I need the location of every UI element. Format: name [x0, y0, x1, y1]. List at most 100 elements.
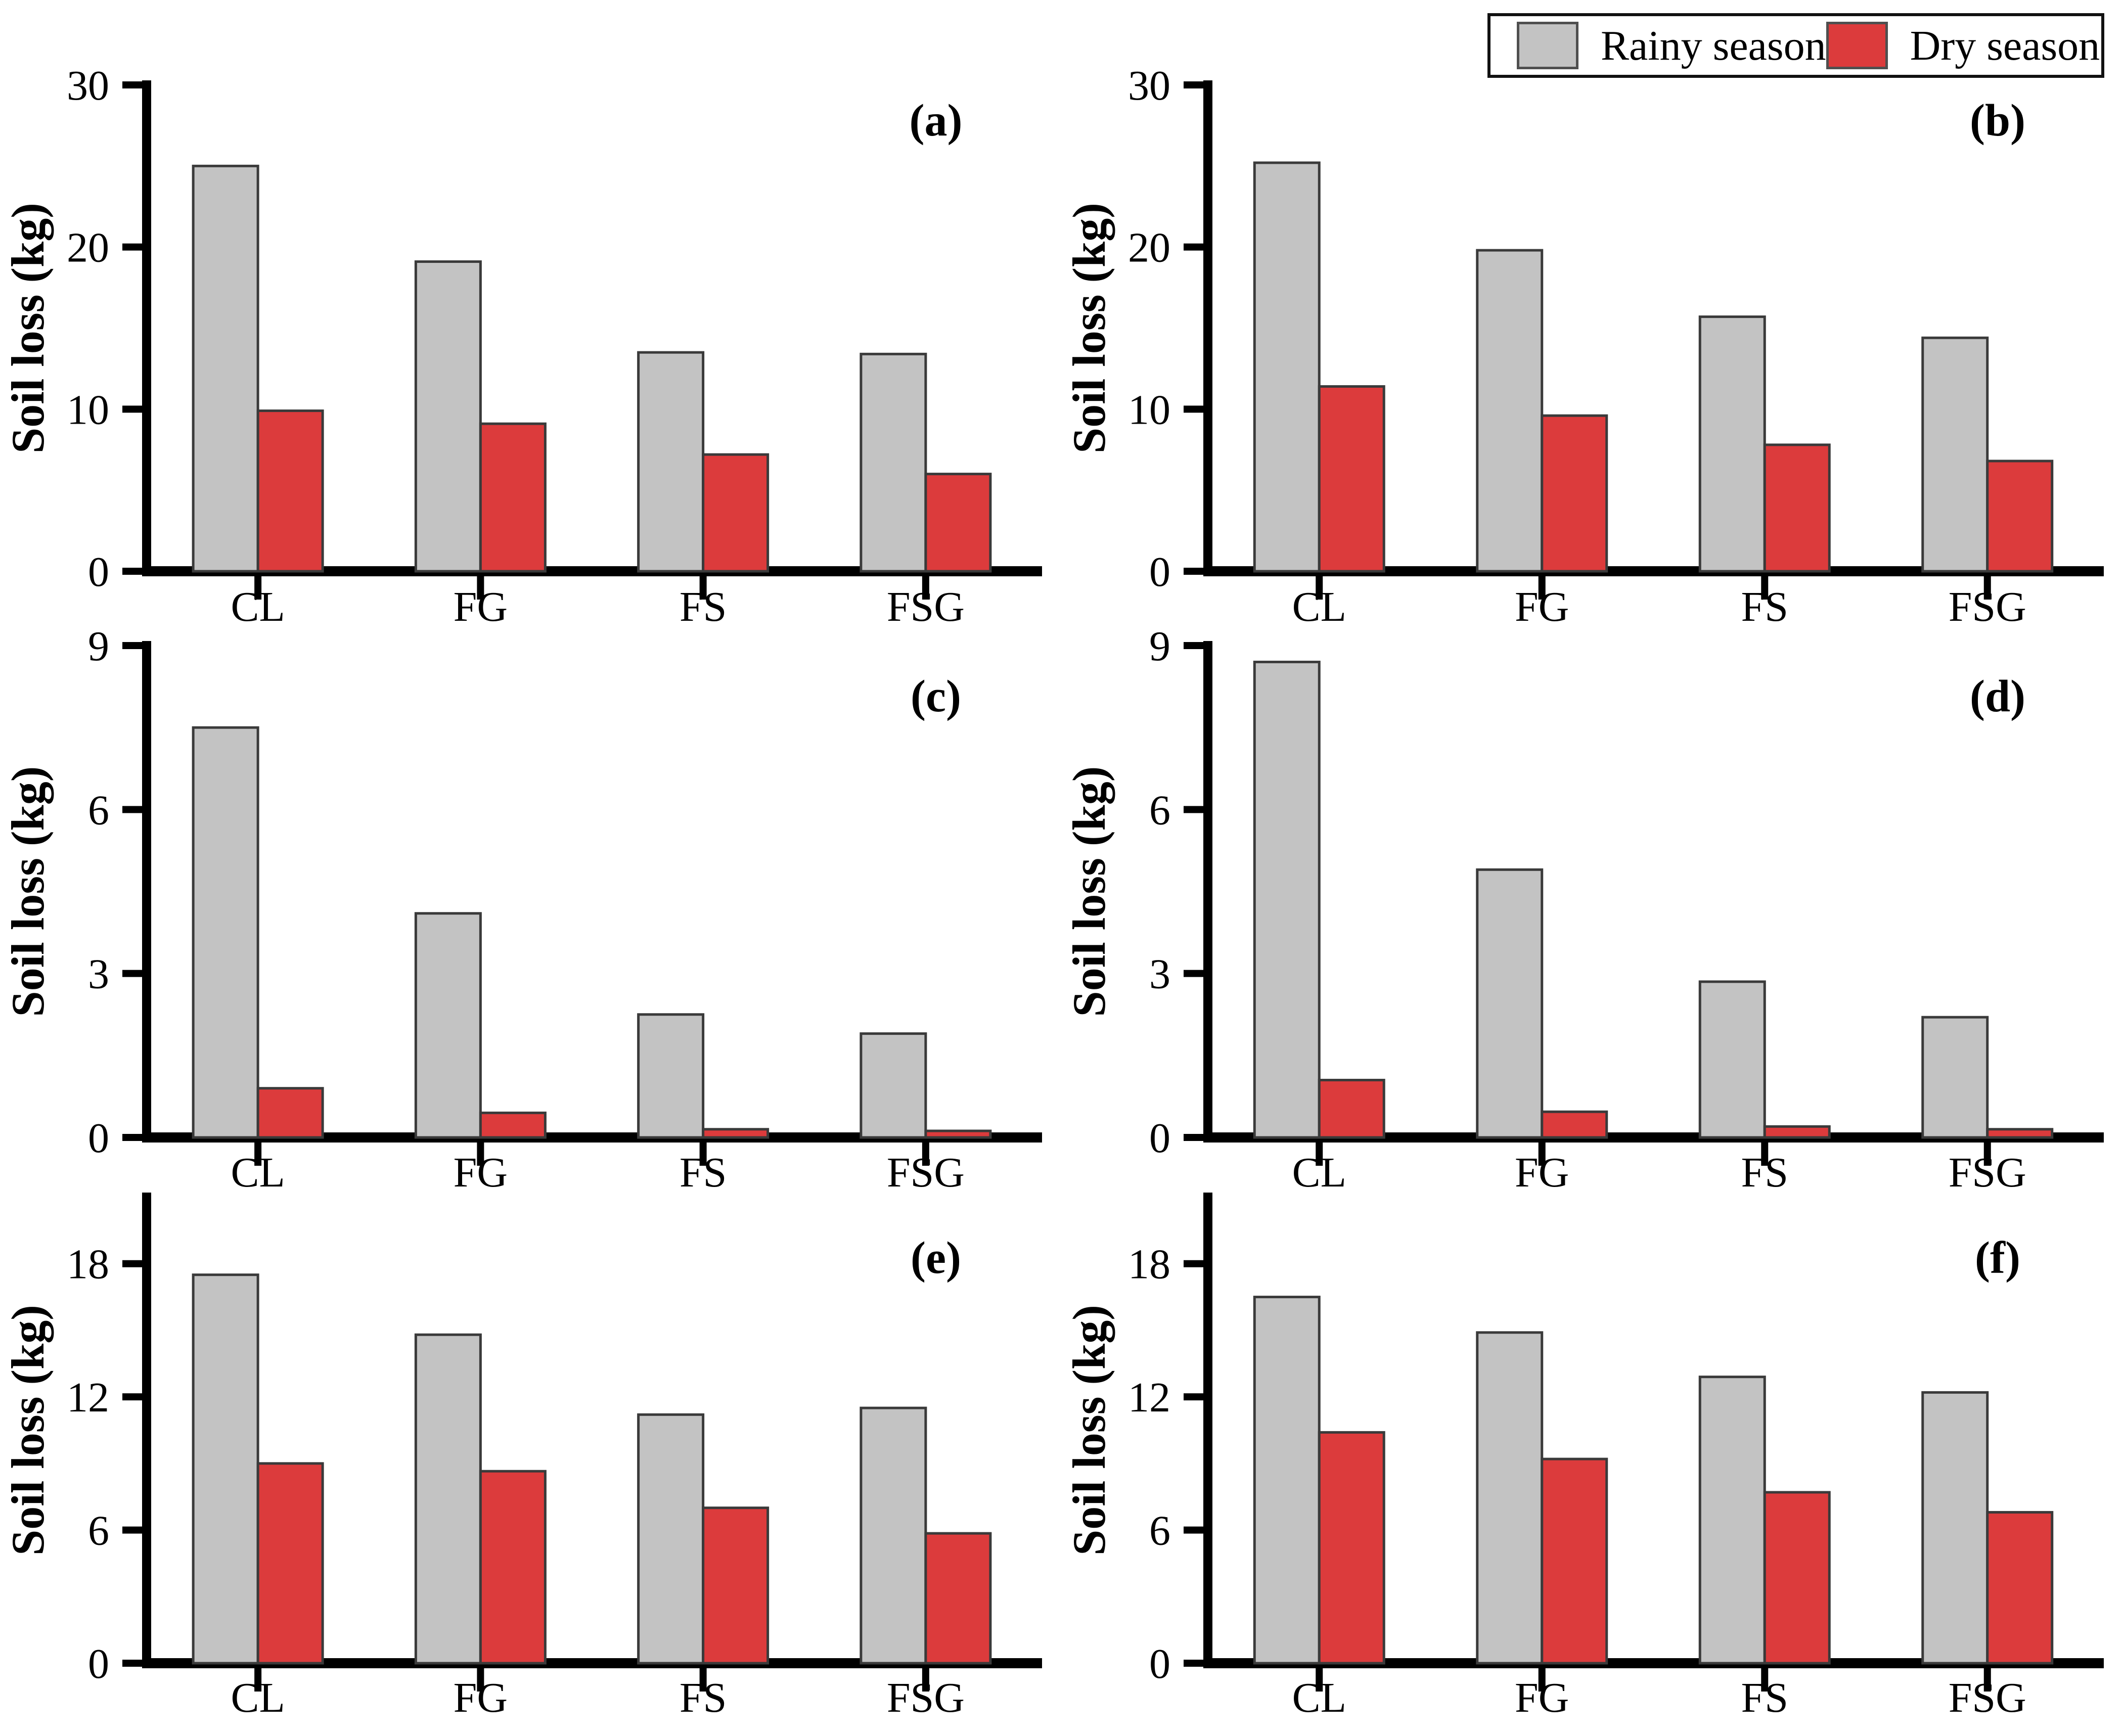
panel-letter: (e) — [911, 1233, 961, 1283]
x-tick-label: FSG — [887, 583, 965, 630]
bar-rainy-FS — [637, 1013, 705, 1139]
bar-dry-FG — [1541, 414, 1608, 573]
y-tick-label: 30 — [67, 62, 109, 109]
x-tick-label: FS — [1741, 583, 1788, 630]
bar-dry-FG — [479, 422, 547, 573]
bar-rainy-FG — [414, 1333, 482, 1665]
panel-letter: (a) — [910, 96, 963, 146]
x-tick-label: FG — [1515, 1674, 1569, 1721]
bar-dry-FSG — [924, 1532, 992, 1665]
y-axis-title: Soil loss (kg) — [1063, 203, 1115, 453]
bar-rainy-CL — [192, 726, 259, 1139]
y-tick-label: 9 — [1149, 623, 1170, 670]
y-tick-label: 10 — [67, 386, 109, 433]
panel-letter: (f) — [1975, 1233, 2020, 1283]
bar-rainy-FG — [1476, 868, 1544, 1139]
bar-rainy-CL — [1253, 1296, 1321, 1665]
y-tick-label: 6 — [1149, 787, 1170, 834]
bar-dry-CL — [1318, 385, 1385, 573]
panel-letter: (c) — [911, 671, 961, 721]
y-tick-label: 0 — [1149, 1115, 1170, 1162]
y-tick-label: 30 — [1128, 62, 1170, 109]
bar-dry-FS — [1763, 1125, 1831, 1139]
legend-label-rainy-season: Rainy season — [1601, 22, 1826, 69]
bar-dry-FG — [479, 1111, 547, 1139]
bar-dry-CL — [256, 1462, 324, 1665]
chart-e: 0 6 12 18 CL FG FS FSG (e) Soil loss (kg) — [2, 1193, 1042, 1721]
bar-rainy-FS — [1698, 1376, 1766, 1665]
y-tick-label: 3 — [88, 951, 109, 998]
x-tick-label: FG — [1515, 1149, 1569, 1196]
y-axis-title: Soil loss (kg) — [1063, 766, 1115, 1017]
bar-dry-FS — [702, 1506, 770, 1665]
bar-dry-FSG — [1986, 1511, 2054, 1665]
x-tick-label: FS — [1741, 1149, 1788, 1196]
bar-dry-FSG — [924, 473, 992, 573]
panel-letter: (b) — [1970, 96, 2025, 146]
legend: Rainy season Dry season — [1487, 13, 2104, 78]
bar-rainy-FG — [1476, 1331, 1544, 1665]
y-tick-label: 6 — [88, 1507, 109, 1555]
y-tick-label: 18 — [1128, 1241, 1170, 1288]
bar-rainy-FS — [1698, 315, 1766, 573]
x-tick-label: FS — [680, 1149, 727, 1196]
x-tick-label: FSG — [1949, 1149, 2026, 1196]
y-axis-title: Soil loss (kg) — [1063, 1305, 1115, 1556]
x-tick-label: FSG — [887, 1674, 965, 1721]
bar-rainy-FG — [1476, 249, 1544, 573]
panel-letter: (d) — [1970, 671, 2025, 721]
chart-a: 0 10 20 30 CL FG FS FSG (a) Soil loss (kg) — [2, 62, 1042, 630]
legend-label-dry-season: Dry season — [1910, 22, 2100, 69]
x-tick-label: FG — [454, 1149, 508, 1196]
panel-e: 0 6 12 18 CL FG FS FSG (e) Soil loss (kg) — [0, 1158, 1061, 1736]
bar-dry-CL — [256, 409, 324, 573]
x-tick-label: CL — [231, 1149, 285, 1196]
bar-dry-FG — [1541, 1457, 1608, 1665]
y-tick-label: 6 — [88, 787, 109, 834]
y-tick-label: 0 — [88, 1115, 109, 1162]
bar-dry-CL — [1318, 1078, 1385, 1139]
x-tick-label: FS — [680, 583, 727, 630]
legend-swatch-dry-season — [1826, 22, 1888, 69]
y-tick-label: 12 — [1128, 1374, 1170, 1421]
y-tick-label: 0 — [88, 549, 109, 596]
bar-rainy-CL — [1253, 660, 1321, 1139]
x-tick-label: CL — [1292, 1674, 1346, 1721]
y-tick-label: 10 — [1128, 386, 1170, 433]
x-tick-label: CL — [1292, 583, 1346, 630]
bar-rainy-FSG — [860, 1032, 927, 1139]
panel-a: 0 10 20 30 CL FG FS FSG (a) Soil loss (kg) — [0, 0, 1061, 630]
bar-rainy-FSG — [1921, 1016, 1989, 1139]
bar-dry-FS — [702, 453, 770, 573]
bar-rainy-FS — [637, 351, 705, 573]
x-tick-label: FG — [1515, 583, 1569, 630]
bar-dry-FSG — [924, 1129, 992, 1139]
x-tick-label: FSG — [1949, 1674, 2026, 1721]
x-tick-label: FG — [454, 1674, 508, 1721]
x-tick-label: FSG — [887, 1149, 965, 1196]
bar-rainy-CL — [1253, 161, 1321, 573]
bar-rainy-CL — [192, 1273, 259, 1665]
chart-d: 0 3 6 9 CL FG FS FSG (d) Soil loss (kg) — [1063, 623, 2104, 1196]
panel-b: 0 10 20 30 CL FG FS FSG (b) Soil loss (kg) — [1061, 0, 2123, 630]
bar-rainy-FG — [414, 260, 482, 573]
bar-rainy-FS — [637, 1413, 705, 1665]
panel-d: 0 3 6 9 CL FG FS FSG (d) Soil loss (kg) — [1061, 579, 2123, 1196]
y-tick-label: 9 — [88, 623, 109, 670]
y-axis-title: Soil loss (kg) — [2, 766, 54, 1017]
legend-item-rainy-season: Rainy season — [1517, 21, 1826, 70]
bar-rainy-FSG — [860, 352, 927, 573]
bar-rainy-FSG — [1921, 336, 1989, 573]
chart-c: 0 3 6 9 CL FG FS FSG (c) Soil loss (kg) — [2, 623, 1042, 1196]
x-tick-label: FG — [454, 583, 508, 630]
bar-dry-CL — [1318, 1431, 1385, 1665]
y-tick-label: 12 — [67, 1374, 109, 1421]
x-tick-label: FS — [1741, 1674, 1788, 1721]
y-tick-label: 3 — [1149, 951, 1170, 998]
bar-dry-FS — [1763, 443, 1831, 573]
x-tick-label: FS — [680, 1674, 727, 1721]
bar-dry-CL — [256, 1087, 324, 1139]
bar-dry-FG — [1541, 1110, 1608, 1139]
bar-rainy-FSG — [1921, 1391, 1989, 1665]
